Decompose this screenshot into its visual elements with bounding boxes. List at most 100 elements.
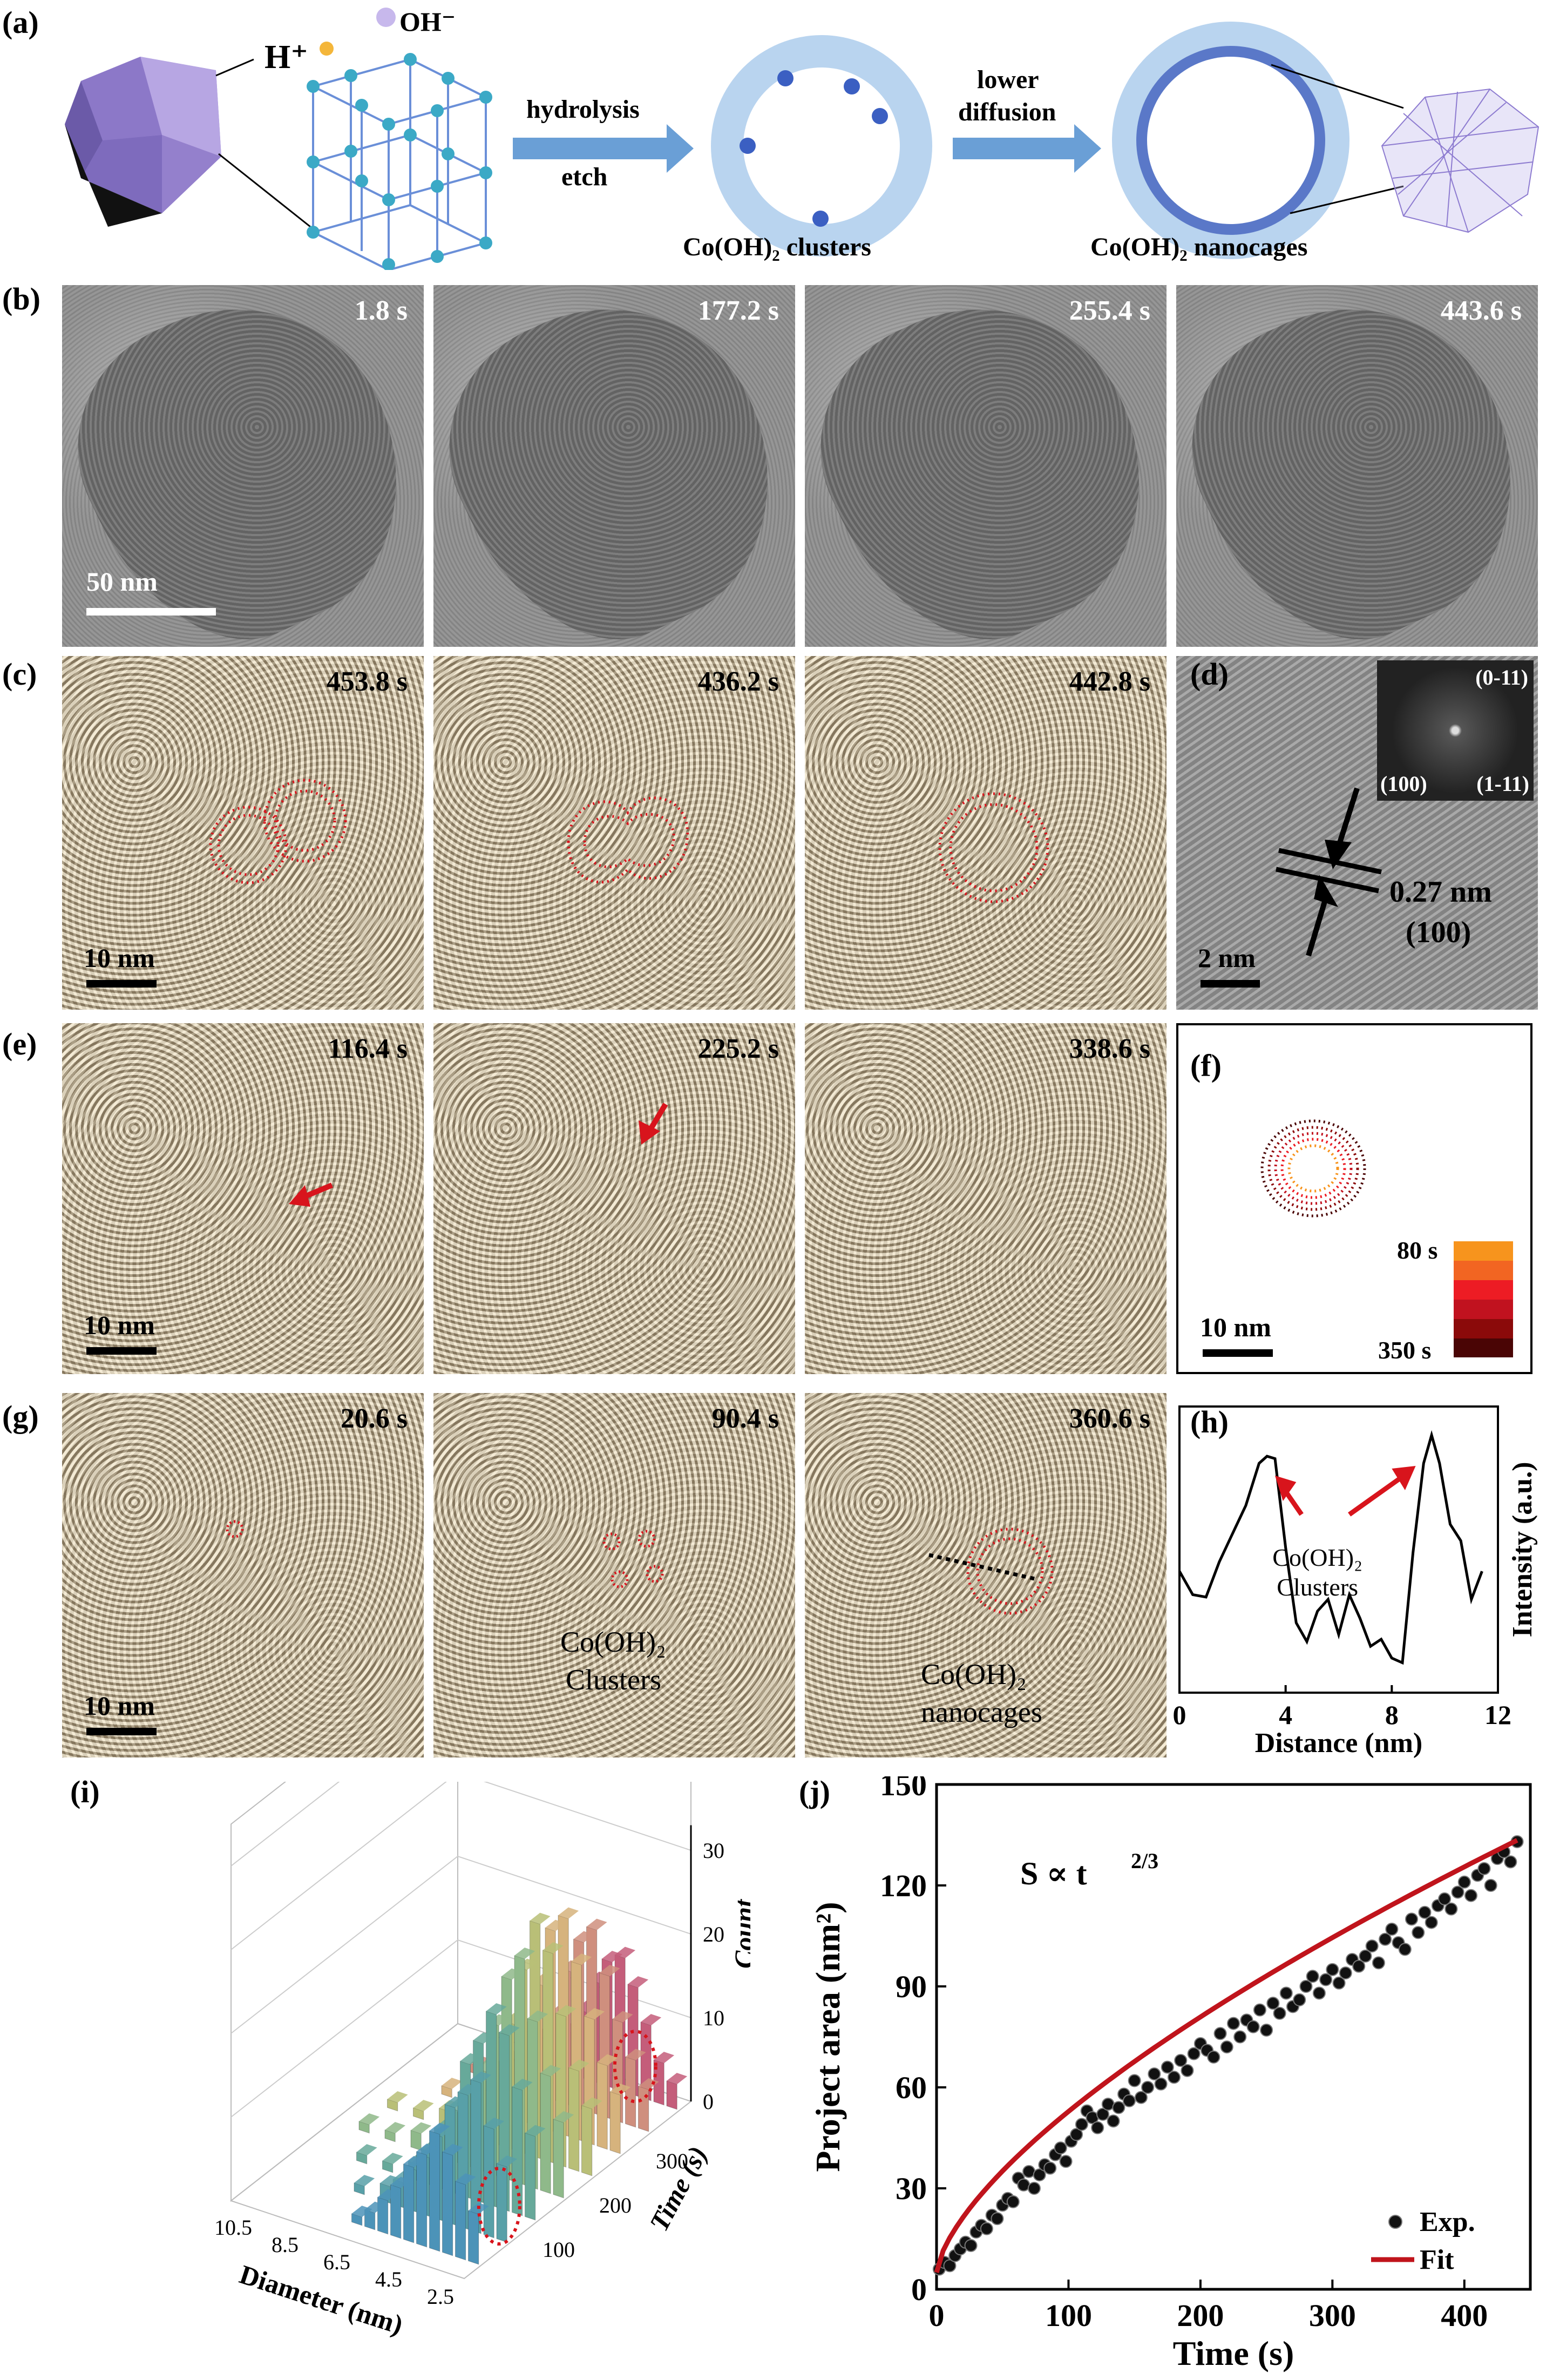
histogram-bar: [384, 2129, 396, 2142]
histogram-bar-top: [525, 2125, 546, 2136]
data-point: [991, 2212, 1004, 2226]
histogram-bar-top: [667, 2073, 688, 2085]
histogram-bar-top: [354, 2175, 375, 2187]
fft-inset: (0-11) (100) (1-11): [1377, 660, 1534, 801]
nanocages-caption-g-1: Co(OH)₂: [921, 1658, 1027, 1691]
legend-label-exp: Exp.: [1420, 2207, 1475, 2237]
data-point: [1299, 1980, 1313, 1993]
histogram-bar-top: [654, 2052, 675, 2064]
panel-label-i: (i): [70, 1774, 100, 1809]
histogram-bar: [429, 2130, 440, 2252]
histogram-bar-top: [486, 2003, 507, 2015]
histogram-bar-top: [514, 1948, 535, 1959]
timestamp: 255.4 s: [1069, 295, 1150, 326]
histogram-bar-top: [460, 2053, 481, 2065]
legend-label-top: 80 s: [1397, 1236, 1438, 1264]
scaling-exponent: 2/3: [1131, 1849, 1158, 1873]
tem-image-e1: 116.4 s 10 nm: [62, 1023, 424, 1374]
histogram-bar-top: [542, 1942, 564, 1954]
data-point: [1043, 2161, 1057, 2175]
data-point: [1405, 1912, 1418, 1926]
data-point: [1091, 2121, 1104, 2134]
y-tick-label: 60: [896, 2070, 927, 2105]
y-tick-label: 30: [896, 2171, 927, 2206]
data-point: [1213, 2027, 1227, 2040]
histogram-bar-top: [442, 2144, 463, 2155]
histogram-bar: [441, 2085, 452, 2098]
histogram-bar-top: [599, 1965, 620, 1977]
data-point: [1385, 1923, 1399, 1936]
histogram-bar-top: [558, 1907, 579, 1919]
histogram-bar: [581, 2105, 593, 2176]
timestamp: 338.6 s: [1069, 1033, 1150, 1064]
data-point: [1128, 2074, 1141, 2087]
y-tick-label: 0: [911, 2272, 927, 2307]
histogram-bar-top: [641, 2014, 662, 2026]
histogram-bar-top: [473, 2032, 494, 2044]
time-tick-label: 100: [542, 2237, 575, 2262]
plot-frame: [1178, 1405, 1499, 1694]
panel-label-d: (d): [1190, 657, 1229, 692]
histogram-bar-top: [612, 2011, 633, 2023]
proton-icon: [320, 42, 334, 56]
scheme-panel-a: [65, 8, 1540, 270]
data-point: [1319, 1973, 1333, 1986]
histogram-bar: [553, 2119, 564, 2199]
histogram-bar: [483, 2125, 494, 2239]
tem-image-g3: 360.6 s Co(OH)₂ nanocages: [805, 1393, 1167, 1757]
histogram-bar-top: [351, 2206, 372, 2217]
clusters-caption-g-2: Clusters: [566, 1664, 662, 1696]
histogram-bar-top: [638, 2078, 659, 2090]
tem-image-b1: 1.8 s 50 nm: [62, 285, 424, 647]
data-point: [1207, 2050, 1220, 2064]
timestamp: 177.2 s: [697, 295, 779, 326]
legend-marker-exp: [1388, 2215, 1402, 2229]
data-point: [1306, 1970, 1319, 1983]
count-tick-label: 20: [703, 1922, 724, 1946]
x-tick-label: 100: [1045, 2298, 1092, 2333]
data-point: [1352, 1959, 1366, 1973]
plane-label: (100): [1406, 916, 1471, 949]
scale-bar: [86, 980, 157, 988]
y-tick-label: 120: [880, 1868, 927, 1903]
data-point: [1246, 2020, 1260, 2033]
histogram-bar-top: [628, 1976, 649, 1988]
fft-label-right: (1-11): [1476, 772, 1529, 796]
panel-label-g: (g): [2, 1399, 39, 1434]
histogram-bar: [382, 2160, 394, 2173]
scale-label: 50 nm: [86, 566, 158, 597]
x-tick-label: 12: [1484, 1700, 1511, 1730]
x-tick-label: 4: [1279, 1700, 1292, 1730]
arrow2-top-label: lower: [977, 65, 1039, 94]
histogram-bar-top: [555, 2005, 577, 2017]
hydroxide-icon: [376, 8, 396, 27]
scale-bar: [1203, 1349, 1273, 1357]
clusters-caption: Co(OH)₂ clusters: [683, 233, 871, 261]
histogram-bar: [403, 2163, 415, 2243]
data-point: [1096, 2107, 1109, 2121]
contour-panel-f: 80 s 350 s 10 nm: [1176, 1023, 1532, 1374]
data-point: [1412, 1926, 1425, 1939]
panel-label-j: (j): [799, 1774, 830, 1809]
nanocage-ring-icon: [1112, 22, 1349, 259]
histogram-bar: [413, 2107, 424, 2120]
timestamp: 453.8 s: [326, 666, 408, 697]
data-point: [1438, 1892, 1452, 1905]
x-tick-label: 0: [929, 2298, 945, 2333]
histogram-bar: [442, 2151, 453, 2256]
tem-image-b4: 443.6 s: [1176, 285, 1538, 647]
grid-line: [230, 1939, 691, 2118]
time-color-legend: [1454, 1241, 1513, 1357]
histogram-bar: [455, 2181, 466, 2261]
histogram-bar-top: [359, 2113, 380, 2125]
histogram-bar: [568, 2067, 580, 2172]
data-point: [1425, 1916, 1438, 1929]
histogram-bar-top: [380, 2175, 401, 2187]
histogram-bar: [525, 2132, 536, 2221]
histogram-bar-top: [584, 2008, 605, 2020]
data-point: [1293, 1993, 1306, 2006]
lattice-fringe-markers: [1276, 787, 1382, 957]
histogram-bar: [387, 2099, 398, 2112]
histogram-bar-top: [501, 1968, 523, 1980]
